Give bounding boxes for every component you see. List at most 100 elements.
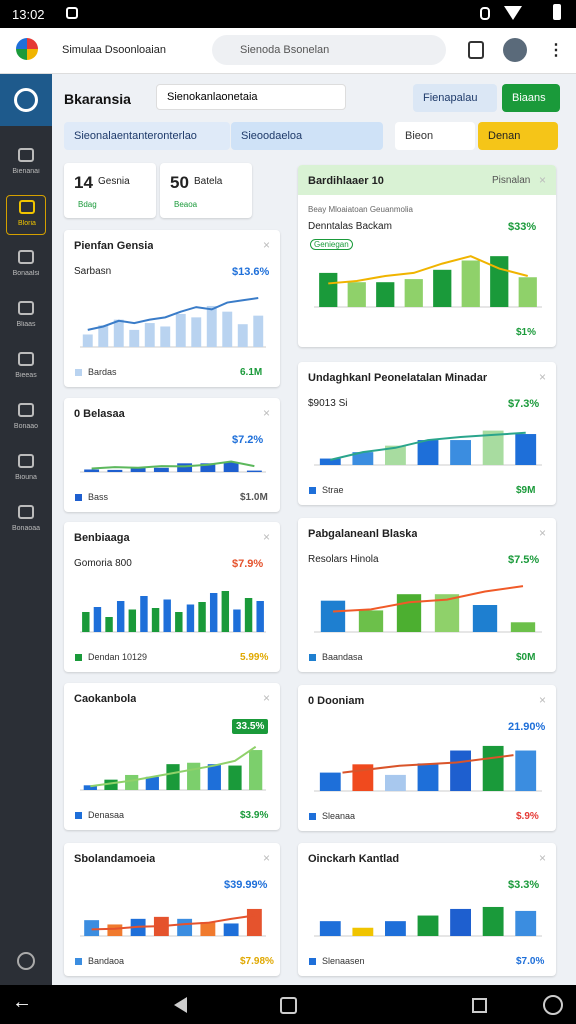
stat-label: Batela xyxy=(194,176,223,187)
dropdown[interactable]: Sienokanlaonetaia xyxy=(156,84,346,110)
trend-line xyxy=(330,431,526,461)
chart-card: Oinckarh Kantlad × $3.3% Slenaasen $7.0% xyxy=(298,843,556,976)
stat-label: Gesnia xyxy=(98,176,130,187)
card-headline: $7.5% xyxy=(508,554,540,566)
filter-button[interactable]: Fienapalau xyxy=(413,84,497,112)
legend-swatch xyxy=(309,958,316,965)
sidebar-label: Bonaoaa xyxy=(11,525,41,532)
primary-button[interactable]: Biaans xyxy=(502,84,560,112)
close-icon[interactable]: × xyxy=(538,851,546,865)
search-box[interactable]: Sienoda Bsonelan xyxy=(212,35,446,65)
share-icon[interactable] xyxy=(468,41,484,59)
nav-back[interactable] xyxy=(174,997,187,1013)
card-headline: 21.90% xyxy=(508,721,546,733)
close-icon[interactable]: × xyxy=(262,406,270,420)
nav-home[interactable] xyxy=(280,997,297,1014)
card-tag: Pisnalan xyxy=(492,175,531,186)
avatar[interactable] xyxy=(503,38,527,62)
back-button[interactable]: ← xyxy=(12,991,32,1013)
sidebar-label: Bienanai xyxy=(12,168,40,175)
sidebar-label: Bliaas xyxy=(16,321,36,328)
sidebar-item[interactable]: Bonaao xyxy=(6,399,46,439)
bar xyxy=(246,470,262,472)
settings-icon[interactable] xyxy=(17,952,35,970)
sidebar-icon xyxy=(19,200,35,214)
sidebar-icon xyxy=(18,454,34,468)
footer-label: Bardas xyxy=(88,367,117,377)
bar xyxy=(515,750,537,791)
chart xyxy=(80,296,266,348)
close-icon[interactable]: × xyxy=(262,530,270,544)
tab[interactable]: Simulaa Dsoonloaian xyxy=(52,36,202,64)
footer-value: $0M xyxy=(516,652,536,663)
bar xyxy=(129,329,140,347)
card-title: Bardihlaaer 10 xyxy=(308,175,384,187)
bar xyxy=(198,602,206,632)
chart-card: Pienfan Gensia × Sarbasn $13.6% Bardas 6.1M xyxy=(64,230,280,387)
footer-value: $1.0M xyxy=(240,492,268,503)
sidebar-item[interactable]: Bloria xyxy=(6,195,46,235)
bar xyxy=(222,311,233,347)
nav-recent[interactable] xyxy=(472,998,487,1013)
close-icon[interactable]: × xyxy=(262,691,270,705)
card-subtitle: Resolars Hinola xyxy=(308,554,379,565)
browser-bar: Simulaa Dsoonloaian Sienoda Bsonelan ⋮ xyxy=(0,28,576,74)
bar xyxy=(233,609,241,632)
battery-icon xyxy=(553,4,561,20)
tab-title: Simulaa Dsoonloaian xyxy=(62,44,166,56)
close-icon[interactable]: × xyxy=(262,851,270,865)
trend-line xyxy=(91,460,255,470)
bar xyxy=(518,277,537,307)
sidebar-icon xyxy=(18,301,34,315)
sidebar-item[interactable]: Bliaas xyxy=(6,297,46,337)
bar xyxy=(515,910,537,936)
bar xyxy=(144,323,155,347)
sidebar-item[interactable]: Bonaoaa xyxy=(6,501,46,541)
bar xyxy=(450,750,471,791)
footer-value: $7.98% xyxy=(240,956,274,967)
chart xyxy=(80,460,266,473)
sidebar-item[interactable]: Bonaalsi xyxy=(6,246,46,286)
bar xyxy=(83,785,97,790)
filter-chip[interactable]: Sieoodaeloa xyxy=(231,122,383,150)
bar xyxy=(191,317,202,347)
card-title: 0 Belasaa xyxy=(74,408,125,420)
close-icon[interactable]: × xyxy=(538,370,546,384)
sidebar-item[interactable]: Bieeas xyxy=(6,348,46,388)
menu-icon[interactable]: ⋮ xyxy=(548,42,564,59)
sidebar-item[interactable]: Bienanai xyxy=(6,144,46,184)
browser-logo[interactable] xyxy=(16,38,38,60)
card-subtitle: Gomoria 800 xyxy=(74,558,132,569)
stat-card: 50 Batela Beaoa xyxy=(160,163,252,218)
bar xyxy=(246,908,262,936)
search-text: Sienoda Bsonelan xyxy=(240,44,330,56)
main-content: Bkaransia Sienokanlaonetaia Fienapalau Biaa… xyxy=(52,74,576,985)
footer-value: $.9% xyxy=(516,811,539,822)
filter-chip[interactable]: Sieonalaentanteronterlao xyxy=(64,122,230,150)
nav-extra[interactable] xyxy=(543,995,563,1015)
sidebar-item[interactable]: Biouna xyxy=(6,450,46,490)
card-headline: $33% xyxy=(508,221,537,233)
filter-chip[interactable]: Denan xyxy=(478,122,558,150)
footer-value: $3.9% xyxy=(240,810,269,821)
close-icon[interactable]: × xyxy=(538,693,546,707)
bar xyxy=(98,325,109,347)
chart xyxy=(314,255,542,308)
footer-value: 5.99% xyxy=(240,652,269,663)
bar xyxy=(253,315,264,347)
card-title: Benbiaaga xyxy=(74,532,130,544)
close-icon[interactable]: × xyxy=(538,173,546,187)
bar xyxy=(385,774,406,791)
bar xyxy=(482,430,504,465)
card-subtitle: Sarbasn xyxy=(74,266,112,277)
bar xyxy=(319,772,341,791)
card-title: Pienfan Gensia xyxy=(74,240,154,252)
sidebar-label: Bonaalsi xyxy=(12,270,40,277)
close-icon[interactable]: × xyxy=(262,238,270,252)
filter-chip[interactable]: Bieon xyxy=(395,122,475,150)
close-icon[interactable]: × xyxy=(538,526,546,540)
sidebar-logo[interactable] xyxy=(0,74,52,126)
bar xyxy=(347,282,366,307)
bar xyxy=(93,607,102,632)
bar xyxy=(352,452,374,465)
